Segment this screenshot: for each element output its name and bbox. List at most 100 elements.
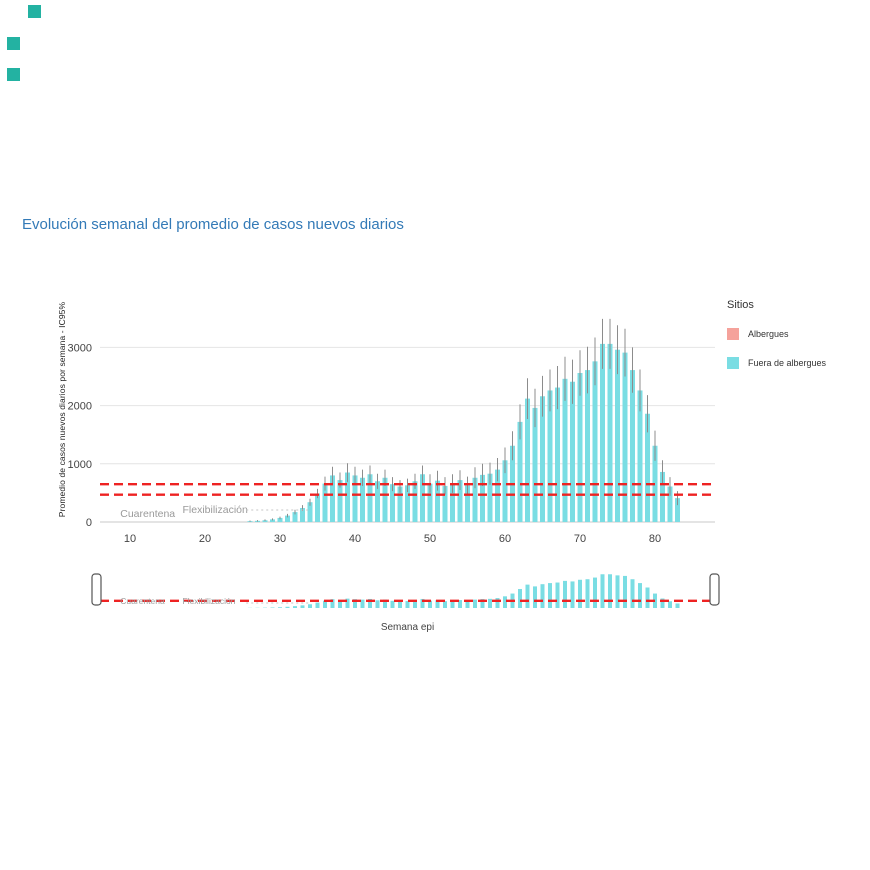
- bar-fuera-de-albergues[interactable]: [630, 370, 635, 522]
- bar-fuera-de-albergues[interactable]: [353, 599, 357, 608]
- range-slider-right-handle[interactable]: [709, 573, 720, 606]
- bar-fuera-de-albergues[interactable]: [457, 480, 463, 522]
- bar-fuera-de-albergues[interactable]: [540, 396, 545, 522]
- bar-fuera-de-albergues[interactable]: [660, 598, 665, 608]
- bar-fuera-de-albergues[interactable]: [300, 508, 305, 522]
- bar-fuera-de-albergues[interactable]: [367, 474, 373, 522]
- bar-fuera-de-albergues[interactable]: [352, 475, 358, 522]
- bar-fuera-de-albergues[interactable]: [585, 370, 590, 522]
- bar-fuera-de-albergues[interactable]: [473, 599, 477, 608]
- bar-fuera-de-albergues[interactable]: [450, 600, 455, 608]
- bar-fuera-de-albergues[interactable]: [637, 390, 643, 522]
- bar-fuera-de-albergues[interactable]: [368, 598, 372, 608]
- bar-fuera-de-albergues[interactable]: [532, 407, 538, 522]
- bar-fuera-de-albergues[interactable]: [360, 599, 365, 608]
- legend-item-fuera-de-albergues[interactable]: Fuera de albergues: [727, 357, 826, 369]
- bar-fuera-de-albergues[interactable]: [585, 579, 590, 608]
- bar-fuera-de-albergues[interactable]: [600, 343, 605, 522]
- bar-fuera-de-albergues[interactable]: [675, 498, 680, 522]
- bar-fuera-de-albergues[interactable]: [540, 584, 545, 608]
- bar-fuera-de-albergues[interactable]: [458, 600, 462, 608]
- bar-fuera-de-albergues[interactable]: [382, 477, 388, 522]
- bar-fuera-de-albergues[interactable]: [668, 601, 672, 608]
- bar-fuera-de-albergues[interactable]: [383, 599, 387, 608]
- bar-fuera-de-albergues[interactable]: [547, 390, 553, 522]
- bar-fuera-de-albergues[interactable]: [293, 606, 297, 608]
- bar-fuera-de-albergues[interactable]: [562, 378, 568, 522]
- bar-fuera-de-albergues[interactable]: [330, 599, 335, 608]
- bar-fuera-de-albergues[interactable]: [533, 586, 537, 608]
- bar-fuera-de-albergues[interactable]: [428, 600, 432, 608]
- bar-fuera-de-albergues[interactable]: [615, 575, 620, 608]
- bar-fuera-de-albergues[interactable]: [607, 343, 613, 522]
- bar-fuera-de-albergues[interactable]: [495, 598, 500, 608]
- bar-fuera-de-albergues[interactable]: [577, 372, 583, 522]
- bar-fuera-de-albergues[interactable]: [472, 477, 478, 522]
- bar-fuera-de-albergues[interactable]: [645, 587, 650, 608]
- bar-fuera-de-albergues[interactable]: [442, 485, 448, 522]
- bar-fuera-de-albergues[interactable]: [277, 517, 283, 522]
- bar-fuera-de-albergues[interactable]: [443, 601, 447, 608]
- bar-fuera-de-albergues[interactable]: [285, 515, 290, 522]
- bar-fuera-de-albergues[interactable]: [570, 581, 575, 608]
- bar-fuera-de-albergues[interactable]: [420, 474, 425, 522]
- bar-fuera-de-albergues[interactable]: [570, 381, 575, 522]
- bar-fuera-de-albergues[interactable]: [338, 600, 342, 608]
- bar-fuera-de-albergues[interactable]: [330, 475, 335, 522]
- bar-fuera-de-albergues[interactable]: [660, 471, 665, 522]
- bar-fuera-de-albergues[interactable]: [555, 582, 560, 608]
- bar-fuera-de-albergues[interactable]: [630, 579, 635, 608]
- bar-fuera-de-albergues[interactable]: [615, 349, 620, 522]
- bar-fuera-de-albergues[interactable]: [480, 599, 485, 608]
- bar-fuera-de-albergues[interactable]: [345, 472, 350, 522]
- bar-fuera-de-albergues[interactable]: [548, 583, 552, 608]
- bar-fuera-de-albergues[interactable]: [390, 484, 395, 522]
- main-bar-chart[interactable]: 0 1000 2000 3000 10 20 30 40 50 60 70 80 Cuarentena F…: [0, 280, 870, 562]
- bar-fuera-de-albergues[interactable]: [262, 520, 268, 522]
- bar-fuera-de-albergues[interactable]: [285, 606, 290, 608]
- bar-fuera-de-albergues[interactable]: [337, 480, 343, 522]
- bar-fuera-de-albergues[interactable]: [375, 481, 380, 522]
- bar-fuera-de-albergues[interactable]: [435, 480, 440, 522]
- bar-fuera-de-albergues[interactable]: [517, 421, 523, 522]
- bar-fuera-de-albergues[interactable]: [307, 502, 313, 522]
- bar-fuera-de-albergues[interactable]: [622, 352, 628, 522]
- bar-fuera-de-albergues[interactable]: [322, 483, 328, 522]
- bar-fuera-de-albergues[interactable]: [413, 600, 417, 608]
- bar-fuera-de-albergues[interactable]: [623, 575, 627, 608]
- bar-fuera-de-albergues[interactable]: [323, 600, 327, 608]
- bar-fuera-de-albergues[interactable]: [480, 474, 485, 522]
- bar-fuera-de-albergues[interactable]: [465, 485, 470, 522]
- bar-fuera-de-albergues[interactable]: [375, 600, 380, 608]
- bar-fuera-de-albergues[interactable]: [398, 601, 402, 608]
- bar-fuera-de-albergues[interactable]: [563, 580, 567, 608]
- bar-fuera-de-albergues[interactable]: [308, 604, 312, 608]
- bar-fuera-de-albergues[interactable]: [638, 583, 642, 608]
- bar-fuera-de-albergues[interactable]: [592, 361, 598, 522]
- bar-fuera-de-albergues[interactable]: [427, 483, 433, 522]
- bar-fuera-de-albergues[interactable]: [525, 398, 530, 522]
- bar-fuera-de-albergues[interactable]: [675, 603, 680, 608]
- range-slider-left-handle[interactable]: [91, 573, 102, 606]
- bar-fuera-de-albergues[interactable]: [435, 600, 440, 608]
- bar-fuera-de-albergues[interactable]: [518, 589, 522, 608]
- bar-fuera-de-albergues[interactable]: [412, 481, 418, 522]
- bar-fuera-de-albergues[interactable]: [450, 483, 455, 522]
- bar-fuera-de-albergues[interactable]: [270, 519, 275, 522]
- bar-fuera-de-albergues[interactable]: [487, 473, 493, 522]
- bar-fuera-de-albergues[interactable]: [600, 574, 605, 608]
- bar-fuera-de-albergues[interactable]: [390, 600, 395, 608]
- legend-item-albergues[interactable]: Albergues: [727, 328, 826, 340]
- bar-fuera-de-albergues[interactable]: [555, 387, 560, 522]
- bar-fuera-de-albergues[interactable]: [502, 460, 508, 522]
- bar-fuera-de-albergues[interactable]: [465, 601, 470, 608]
- bar-fuera-de-albergues[interactable]: [345, 598, 350, 608]
- bar-fuera-de-albergues[interactable]: [360, 477, 365, 522]
- bar-fuera-de-albergues[interactable]: [578, 579, 582, 608]
- bar-fuera-de-albergues[interactable]: [315, 493, 320, 522]
- bar-fuera-de-albergues[interactable]: [645, 413, 650, 522]
- range-slider-chart[interactable]: Cuarentena Flexibilización: [0, 562, 870, 642]
- bar-fuera-de-albergues[interactable]: [488, 598, 492, 608]
- bar-fuera-de-albergues[interactable]: [405, 601, 410, 608]
- bar-fuera-de-albergues[interactable]: [593, 577, 597, 608]
